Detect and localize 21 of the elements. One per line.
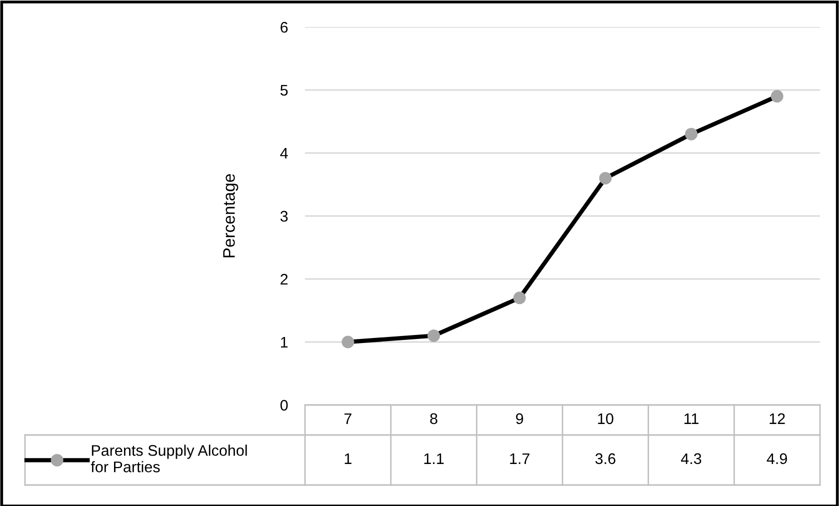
x-tick-label: 7 xyxy=(344,413,352,424)
y-tick-label: 2 xyxy=(280,274,288,285)
y-tick-label: 3 xyxy=(280,210,288,222)
data-label: 4.3 xyxy=(680,453,702,464)
x-tick-label: 10 xyxy=(598,413,614,424)
data-label: 1.1 xyxy=(424,453,444,464)
data-label: 1.7 xyxy=(510,453,530,464)
x-tick-label: 9 xyxy=(516,413,524,424)
legend-label: Parents Supply Alcohol for Parties xyxy=(90,444,247,472)
y-tick-label: 6 xyxy=(280,22,288,33)
x-tick-label: 12 xyxy=(770,413,785,424)
y-tick-label: 0 xyxy=(280,400,288,411)
x-tick-label: 8 xyxy=(430,413,438,424)
y-tick-label: 4 xyxy=(280,148,288,159)
x-tick-label: 11 xyxy=(684,413,698,424)
y-tick-label: 5 xyxy=(280,85,288,96)
y-axis-title: Percentage xyxy=(223,174,238,258)
data-label: 3.6 xyxy=(595,453,616,464)
data-label: 1 xyxy=(344,453,352,464)
data-label: 4.9 xyxy=(766,453,787,464)
y-tick-label: 1 xyxy=(281,337,288,348)
